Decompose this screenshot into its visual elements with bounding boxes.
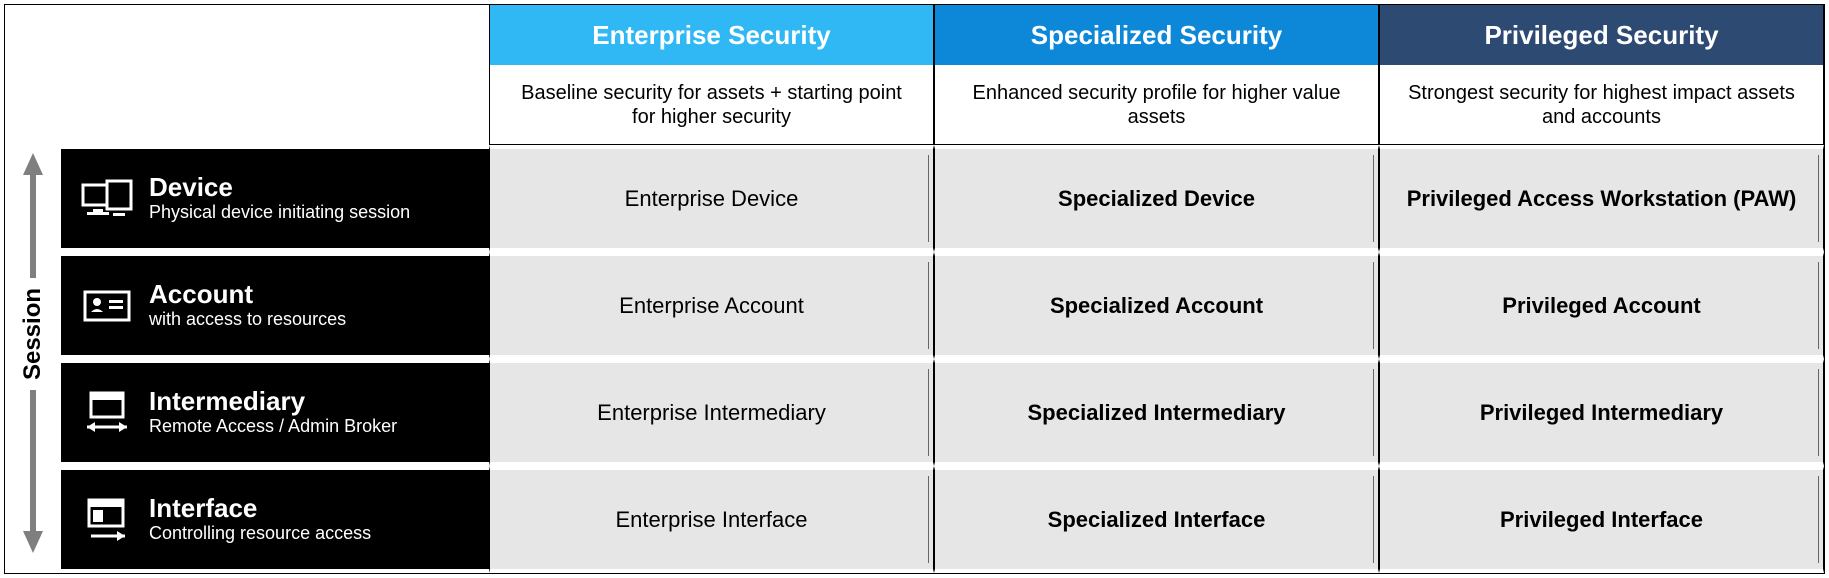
session-axis: Session	[5, 5, 61, 573]
cell-intermediary-enterprise: Enterprise Intermediary	[489, 359, 934, 466]
row-title-account: Account	[149, 280, 471, 309]
row-head-intermediary: Intermediary Remote Access / Admin Broke…	[61, 359, 489, 466]
security-matrix: Session Enterprise Security Specialized …	[4, 4, 1825, 574]
session-label: Session	[19, 278, 47, 390]
cell-device-privileged: Privileged Access Workstation (PAW)	[1379, 145, 1824, 252]
cell-interface-specialized: Specialized Interface	[934, 466, 1379, 573]
matrix-grid: Enterprise Security Specialized Security…	[61, 5, 1824, 573]
row-head-account: Account with access to resources	[61, 252, 489, 359]
corner-spacer	[61, 5, 489, 65]
col-head-privileged: Privileged Security	[1379, 5, 1824, 65]
row-title-intermediary: Intermediary	[149, 387, 471, 416]
col-sub-specialized: Enhanced security profile for higher val…	[934, 65, 1379, 145]
cell-account-enterprise: Enterprise Account	[489, 252, 934, 359]
row-sub-account: with access to resources	[149, 309, 471, 331]
col-head-enterprise: Enterprise Security	[489, 5, 934, 65]
row-title-device: Device	[149, 173, 471, 202]
cell-device-specialized: Specialized Device	[934, 145, 1379, 252]
device-icon	[75, 179, 139, 219]
intermediary-icon	[75, 391, 139, 435]
cell-intermediary-privileged: Privileged Intermediary	[1379, 359, 1824, 466]
row-sub-interface: Controlling resource access	[149, 523, 471, 545]
cell-account-privileged: Privileged Account	[1379, 252, 1824, 359]
cell-account-specialized: Specialized Account	[934, 252, 1379, 359]
col-head-specialized: Specialized Security	[934, 5, 1379, 65]
row-title-interface: Interface	[149, 494, 471, 523]
cell-intermediary-specialized: Specialized Intermediary	[934, 359, 1379, 466]
col-sub-privileged: Strongest security for highest impact as…	[1379, 65, 1824, 145]
row-sub-intermediary: Remote Access / Admin Broker	[149, 416, 471, 438]
cell-interface-enterprise: Enterprise Interface	[489, 466, 934, 573]
cell-interface-privileged: Privileged Interface	[1379, 466, 1824, 573]
row-head-device: Device Physical device initiating sessio…	[61, 145, 489, 252]
account-icon	[75, 286, 139, 326]
col-sub-enterprise: Baseline security for assets + starting …	[489, 65, 934, 145]
corner-spacer-2	[61, 65, 489, 145]
interface-icon	[75, 498, 139, 542]
cell-device-enterprise: Enterprise Device	[489, 145, 934, 252]
row-sub-device: Physical device initiating session	[149, 202, 471, 224]
row-head-interface: Interface Controlling resource access	[61, 466, 489, 573]
